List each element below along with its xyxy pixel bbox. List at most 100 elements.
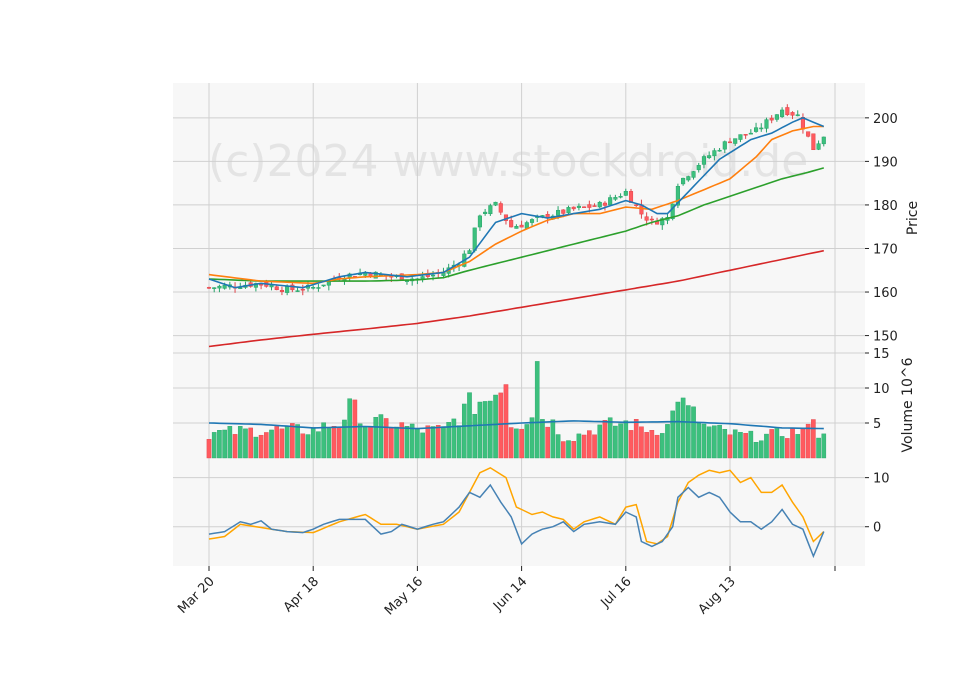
volume-bar bbox=[602, 420, 608, 459]
volume-bar bbox=[821, 433, 827, 459]
volume-bar bbox=[217, 430, 222, 459]
volume-bar bbox=[800, 428, 806, 459]
candle-body bbox=[576, 205, 581, 208]
volume-bar bbox=[295, 424, 300, 459]
candle-body bbox=[222, 285, 227, 289]
volume-bar bbox=[357, 423, 363, 459]
volume-bar bbox=[633, 419, 639, 459]
volume-bar bbox=[571, 441, 576, 459]
volume-bar bbox=[326, 428, 332, 459]
candle-body bbox=[259, 283, 264, 286]
volume-axis-label: Volume 10^6 bbox=[900, 357, 916, 452]
candle-body bbox=[686, 176, 691, 181]
candle-body bbox=[644, 216, 649, 221]
volume-bar bbox=[253, 436, 259, 459]
volume-bar bbox=[706, 426, 712, 459]
volume-bar bbox=[545, 426, 550, 459]
volume-ma-line bbox=[208, 420, 824, 430]
volume-bar bbox=[378, 414, 384, 459]
volume-bar bbox=[347, 398, 352, 459]
volume-bar bbox=[628, 430, 634, 459]
candle-body bbox=[681, 177, 686, 185]
candle-body bbox=[279, 289, 284, 292]
candle-body bbox=[467, 250, 472, 255]
candle-body bbox=[759, 127, 764, 130]
candle-body bbox=[696, 165, 701, 171]
candle-body bbox=[483, 211, 488, 214]
price-ytick-label: 190 bbox=[873, 155, 898, 170]
price-ytick-label: 150 bbox=[873, 330, 898, 345]
candle-body bbox=[519, 224, 524, 228]
volume-ytick-label: 15 bbox=[873, 347, 890, 362]
volume-bar bbox=[232, 434, 238, 459]
ma-fast-line bbox=[208, 116, 825, 289]
grid-lines bbox=[173, 83, 865, 566]
volume-bar bbox=[727, 434, 733, 459]
macd-line bbox=[208, 483, 825, 559]
candle-body bbox=[811, 133, 816, 151]
volume-bar bbox=[368, 426, 373, 459]
volume-bar bbox=[472, 414, 478, 459]
volume-bars bbox=[206, 361, 827, 459]
candle-body bbox=[493, 201, 498, 206]
x-tick-label: Jul 16 bbox=[598, 574, 635, 611]
ma-slow-line bbox=[208, 167, 825, 282]
candle-body bbox=[769, 117, 774, 121]
candle-body bbox=[727, 141, 733, 144]
moving-average-lines bbox=[208, 116, 825, 348]
price-axis-label: Price bbox=[905, 201, 921, 235]
volume-bar bbox=[560, 441, 566, 459]
candle-body bbox=[587, 204, 592, 208]
candle-body bbox=[212, 287, 217, 289]
macd-ytick-label: 10 bbox=[873, 472, 890, 487]
candle-body bbox=[806, 131, 811, 137]
volume-bar bbox=[623, 420, 629, 459]
macd-ytick-label: 0 bbox=[873, 521, 881, 536]
volume-bar bbox=[701, 423, 707, 459]
volume-bar bbox=[394, 426, 399, 459]
volume-bar bbox=[816, 437, 821, 459]
candle-body bbox=[733, 138, 738, 144]
volume-bar bbox=[519, 428, 524, 459]
volume-bar bbox=[389, 427, 394, 459]
volume-bar bbox=[342, 419, 347, 459]
volume-bar bbox=[534, 361, 540, 459]
volume-bar bbox=[717, 424, 722, 459]
volume-bar bbox=[508, 427, 514, 459]
volume-bar bbox=[279, 428, 285, 459]
volume-bar bbox=[404, 426, 410, 459]
candle-body bbox=[509, 220, 514, 228]
volume-bar bbox=[269, 429, 274, 459]
candle-body bbox=[238, 287, 243, 289]
volume-bar bbox=[670, 410, 675, 459]
volume-bar bbox=[566, 440, 571, 459]
volume-bar bbox=[675, 401, 681, 459]
volume-bar bbox=[498, 392, 504, 459]
candle-body bbox=[217, 285, 222, 289]
macd-panel-bg bbox=[173, 458, 865, 566]
candle-body bbox=[774, 114, 779, 120]
volume-bar bbox=[331, 426, 337, 459]
volume-bar bbox=[451, 418, 457, 459]
volume-bar bbox=[488, 400, 493, 459]
volume-bar bbox=[290, 423, 295, 459]
watermark-text: (c)2024 www.stockdroid.de bbox=[208, 136, 808, 187]
volume-bar bbox=[665, 424, 670, 459]
volume-ytick-label: 10 bbox=[873, 382, 890, 397]
volume-bar bbox=[550, 419, 556, 459]
candle-body bbox=[660, 218, 665, 226]
candle-body bbox=[592, 205, 597, 207]
volume-bar bbox=[639, 426, 644, 459]
volume-bar bbox=[336, 427, 342, 459]
volume-bar bbox=[659, 433, 665, 459]
volume-bar bbox=[264, 432, 269, 459]
candle-body bbox=[743, 134, 748, 136]
volume-bar bbox=[237, 426, 243, 459]
volume-bar bbox=[649, 430, 655, 459]
candle-body bbox=[206, 287, 212, 289]
volume-bar bbox=[524, 424, 530, 459]
x-tick-label: Apr 18 bbox=[281, 574, 322, 615]
candle-body bbox=[602, 202, 608, 206]
